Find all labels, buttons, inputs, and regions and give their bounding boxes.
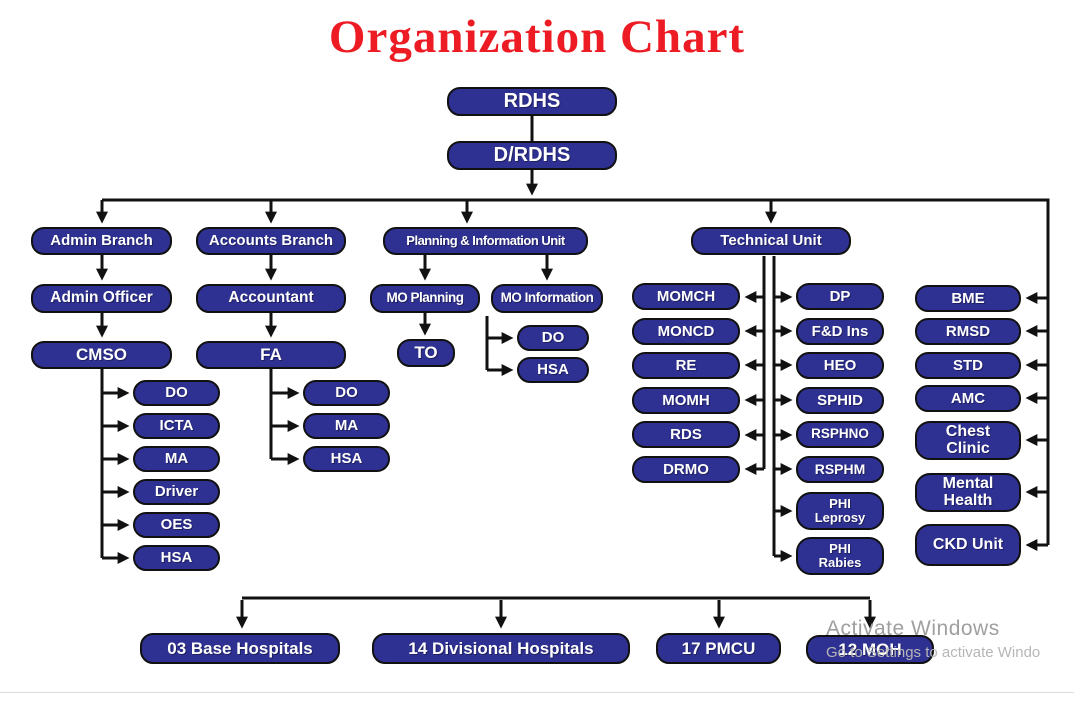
page-title: Organization Chart xyxy=(328,11,746,63)
node-accounts-hsa: HSA xyxy=(303,446,390,472)
node-phi-rabies: PHI Rabies xyxy=(796,537,884,575)
node-accountant: Accountant xyxy=(196,284,346,313)
node-admin-driver: Driver xyxy=(133,479,220,505)
node-ckd-unit: CKD Unit xyxy=(915,524,1021,566)
node-fa: FA xyxy=(196,341,346,369)
node-technical-unit: Technical Unit xyxy=(691,227,851,255)
node-phi-leprosy: PHI Leprosy xyxy=(796,492,884,530)
node-cmso: CMSO xyxy=(31,341,172,369)
node-admin-ma: MA xyxy=(133,446,220,472)
node-accounts-do: DO xyxy=(303,380,390,406)
node-planning-information-unit: Planning & Information Unit xyxy=(383,227,588,255)
node-admin-branch: Admin Branch xyxy=(31,227,172,255)
node-planning-do: DO xyxy=(517,325,589,351)
node-planning-hsa: HSA xyxy=(517,357,589,383)
node-amc: AMC xyxy=(915,385,1021,412)
node-heo: HEO xyxy=(796,352,884,379)
activate-windows-watermark-line2: Go to Settings to activate Windo xyxy=(826,644,1041,661)
node-accounts-branch: Accounts Branch xyxy=(196,227,346,255)
node-drdhs: D/RDHS xyxy=(447,141,617,170)
node-fd-ins: F&D Ins xyxy=(796,318,884,345)
node-drmo: DRMO xyxy=(632,456,740,483)
node-admin-oes: OES xyxy=(133,512,220,538)
node-divisional-hospitals: 14 Divisional Hospitals xyxy=(372,633,630,664)
node-mo-information: MO Information xyxy=(491,284,603,313)
node-momch: MOMCH xyxy=(632,283,740,310)
node-moncd: MONCD xyxy=(632,318,740,345)
node-moh: 12 MOH xyxy=(806,635,934,664)
node-mo-planning: MO Planning xyxy=(370,284,480,313)
node-bme: BME xyxy=(915,285,1021,312)
node-dp: DP xyxy=(796,283,884,310)
node-admin-icta: ICTA xyxy=(133,413,220,439)
node-sphid: SPHID xyxy=(796,387,884,414)
node-rdhs: RDHS xyxy=(447,87,617,116)
bottom-edge-divider xyxy=(0,692,1074,693)
node-to: TO xyxy=(397,339,455,367)
node-std: STD xyxy=(915,352,1021,379)
node-rds: RDS xyxy=(632,421,740,448)
node-admin-do: DO xyxy=(133,380,220,406)
node-pmcu: 17 PMCU xyxy=(656,633,781,664)
node-rmsd: RMSD xyxy=(915,318,1021,345)
node-rsphm: RSPHM xyxy=(796,456,884,483)
node-admin-hsa: HSA xyxy=(133,545,220,571)
node-re: RE xyxy=(632,352,740,379)
node-momh: MOMH xyxy=(632,387,740,414)
node-mental-health: Mental Health xyxy=(915,473,1021,512)
node-rsphno: RSPHNO xyxy=(796,421,884,448)
node-admin-officer: Admin Officer xyxy=(31,284,172,313)
node-accounts-ma: MA xyxy=(303,413,390,439)
activate-windows-watermark-line1: Activate Windows xyxy=(826,617,1000,640)
node-base-hospitals: 03 Base Hospitals xyxy=(140,633,340,664)
node-chest-clinic: Chest Clinic xyxy=(915,421,1021,460)
